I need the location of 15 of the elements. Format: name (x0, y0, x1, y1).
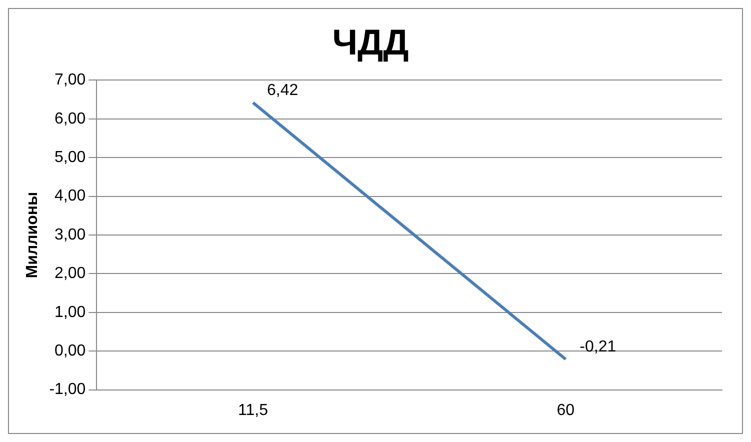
chart-title: ЧДД (332, 22, 409, 63)
y-axis-title: Миллионы (24, 192, 42, 278)
y-tick-label: 6,00 (54, 110, 86, 128)
y-tick-label: 1,00 (54, 304, 86, 321)
y-tick-label: 7,00 (54, 72, 86, 89)
y-tick-label: -1,00 (49, 381, 86, 398)
y-tick-label: 2,00 (54, 265, 86, 282)
y-tick-label: 4,00 (54, 188, 86, 205)
x-tick-label: 60 (556, 402, 575, 419)
y-tick-label: 3,00 (54, 226, 86, 244)
x-tick-label: 11,5 (238, 402, 268, 419)
data-label: 6,42 (267, 82, 298, 100)
data-label: -0,21 (580, 338, 616, 356)
y-tick-label: 5,00 (54, 149, 86, 166)
y-tick-label: 0,00 (54, 342, 86, 360)
